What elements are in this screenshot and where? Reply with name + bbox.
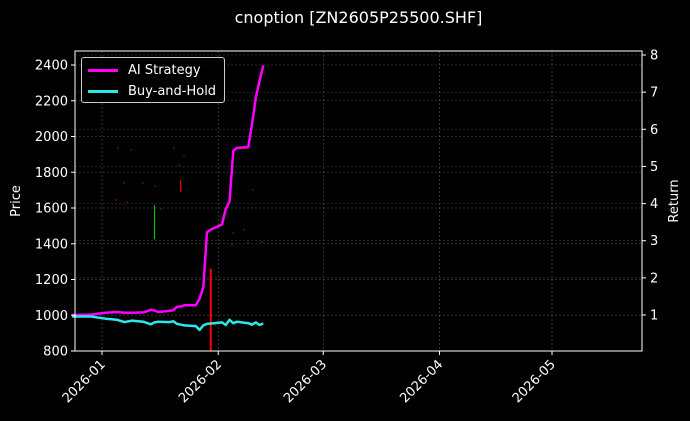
y-tick-label-left: 1600 (35, 202, 68, 217)
legend-swatch-buy-and-hold (88, 89, 118, 93)
y-tick-label-right: 1 (650, 309, 658, 324)
y-tick-label-right: 6 (650, 123, 658, 138)
series-line-buy-and-hold (72, 315, 264, 332)
y-tick-label-left: 1800 (35, 166, 68, 181)
grid-lines (75, 51, 642, 351)
legend-item-buy-and-hold: Buy-and-Hold (88, 81, 216, 101)
y-tick-label-left: 2200 (35, 94, 68, 109)
legend-swatch-ai-strategy (88, 68, 118, 72)
y-tick-label-left: 2400 (35, 59, 68, 74)
price-dots (115, 147, 263, 326)
y-axis-left-label: Price (9, 185, 24, 217)
y-axis-left: 800 1000 1200 1400 1600 1800 2000 2200 2400 (35, 59, 75, 360)
series-lines (71, 65, 265, 332)
y-axis-right: 1 2 3 4 5 6 7 8 (642, 49, 658, 324)
legend-label-buy-and-hold: Buy-and-Hold (128, 83, 217, 99)
y-tick-label-left: 2000 (35, 130, 68, 145)
candles (153, 180, 212, 351)
y-tick-label-left: 1000 (35, 309, 68, 324)
x-tick-label: 2026-04 (397, 357, 446, 406)
y-tick-label-left: 1200 (35, 273, 68, 288)
chart-title: cnoption [ZN2605P25500.SHF] (234, 8, 483, 27)
y-tick-label-right: 3 (650, 234, 658, 249)
x-axis: 2026-01 2026-02 2026-03 2026-04 2026-05 (60, 351, 559, 406)
legend-item-ai-strategy: AI Strategy (88, 60, 201, 80)
y-tick-label-left: 1400 (35, 237, 68, 252)
x-tick-label: 2026-02 (176, 357, 225, 406)
y-tick-label-left: 800 (43, 345, 68, 360)
y-tick-label-right: 7 (650, 86, 658, 101)
x-tick-label: 2026-01 (60, 357, 109, 406)
y-tick-label-right: 8 (650, 49, 658, 64)
series-line-ai-strategy (71, 65, 265, 317)
legend-label-ai-strategy: AI Strategy (128, 62, 201, 78)
plot-frame (74, 50, 643, 352)
x-tick-label: 2026-03 (281, 357, 330, 406)
legend: AI Strategy Buy-and-Hold (81, 57, 225, 103)
y-tick-label-right: 4 (650, 197, 658, 212)
y-tick-label-right: 2 (650, 271, 658, 286)
y-tick-label-right: 5 (650, 160, 658, 175)
x-tick-label: 2026-05 (510, 357, 559, 406)
y-axis-right-label: Return (667, 179, 682, 222)
